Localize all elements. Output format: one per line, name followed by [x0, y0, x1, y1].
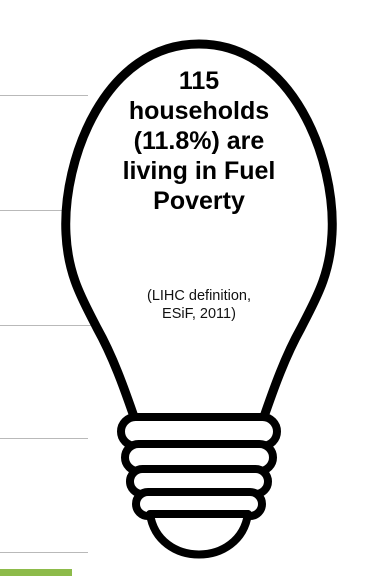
divider-line — [0, 552, 88, 553]
divider-line — [0, 210, 95, 211]
source-note: (LIHC definition, ESiF, 2011) — [110, 287, 288, 323]
source-line: ESiF, 2011) — [162, 306, 236, 322]
headline-line: 115 — [178, 67, 220, 95]
headline-line: Poverty — [153, 187, 245, 215]
fuel-poverty-statistic: 115 households (11.8%) are living in Fue… — [98, 66, 300, 216]
source-line: (LIHC definition, — [147, 288, 251, 304]
accent-bar — [0, 569, 72, 576]
headline-line: households — [128, 97, 270, 125]
divider-line — [0, 438, 88, 439]
divider-line — [0, 325, 95, 326]
headline-line: living in Fuel — [122, 157, 276, 185]
divider-line — [0, 95, 88, 96]
headline-line: (11.8%) are — [133, 127, 265, 155]
